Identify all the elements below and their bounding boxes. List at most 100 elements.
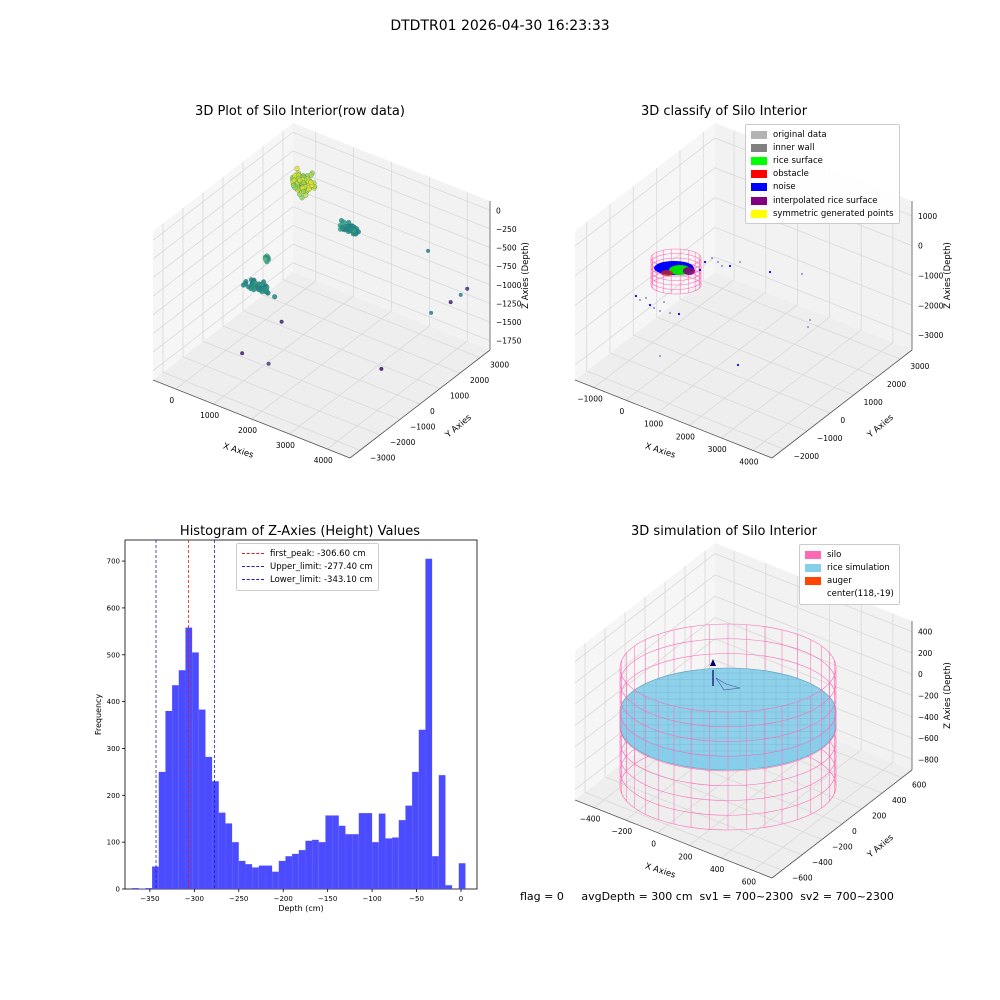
legend-item-rice-surface: rice surface [751, 154, 894, 167]
plot2-ygrid [632, 186, 831, 414]
plot4-xtick-label: −400 [580, 815, 601, 824]
legend-label: rice simulation [827, 562, 890, 573]
plot4-xgrid [720, 600, 862, 859]
legend-swatch [805, 563, 821, 572]
legend-label: original data [773, 129, 827, 140]
histogram-bar [458, 863, 466, 889]
plot2-xgrid [593, 130, 735, 388]
histogram-bar [318, 842, 326, 889]
plot2-xgrid [720, 180, 862, 439]
plot4-zlabel: Z Axies (Depth) [943, 662, 953, 729]
plot1-ztick-label: 0 [496, 206, 501, 215]
plot1-xtick-label: 1000 [200, 411, 219, 420]
plot2-xtick-label: 3000 [708, 445, 727, 454]
raw-point [341, 219, 347, 225]
histogram-ytick-label: 300 [107, 745, 120, 753]
histogram-bar [378, 813, 386, 889]
plot2-xtick-label: 0 [619, 407, 624, 416]
plot2-ygrid [702, 132, 901, 360]
histogram-ytick-label: 400 [107, 698, 120, 706]
plot1-axis-lines [152, 349, 491, 459]
plot2-ygrid [679, 150, 878, 378]
classified-point [736, 363, 740, 367]
histogram-bar [312, 839, 319, 889]
plot1-ytick-label: −3000 [370, 453, 396, 462]
histogram-bar [158, 771, 166, 889]
plot1-zgrid [152, 169, 491, 278]
histogram-bar [212, 781, 219, 889]
histogram-bar [385, 838, 393, 889]
histogram-xtick-label: −250 [229, 895, 248, 903]
plot1-xtick-label: 4000 [314, 456, 333, 465]
plot1-ygrid [182, 207, 381, 436]
legend-item-first-peak: first_peak: -306.60 cm [242, 547, 373, 560]
raw-point [299, 195, 305, 201]
classified-point [806, 325, 810, 329]
plot1-ygrid [202, 192, 401, 420]
histogram-bar [192, 652, 199, 889]
legend-swatch [751, 170, 767, 179]
raw-outlier-point [465, 286, 470, 291]
histogram-bar [272, 871, 279, 889]
histogram-ytick-label: 700 [107, 558, 120, 566]
raw-point [308, 172, 314, 178]
raw-point [291, 177, 297, 183]
legend-swatch [805, 576, 821, 585]
histogram-bar [405, 805, 413, 889]
classified-point [800, 272, 804, 276]
histogram-xtick-label: −50 [409, 895, 424, 903]
histogram-bar [132, 888, 139, 889]
legend-swatch [751, 143, 767, 152]
histogram-bar [145, 888, 153, 889]
plot4-ytick-label: 600 [912, 781, 927, 790]
plot2-zgrid [574, 197, 913, 306]
legend-swatch [751, 130, 767, 139]
plot1-title: 3D Plot of Silo Interior(row data) [195, 104, 405, 119]
histogram-bar [278, 860, 286, 889]
plot2-ytick-label: 1000 [864, 398, 883, 407]
histogram-ytick-label: 500 [107, 651, 120, 659]
plot4-xtick-label: 0 [651, 840, 656, 849]
histogram-bar [425, 558, 433, 889]
histogram-bar [198, 709, 206, 889]
plot4-zgrid [574, 553, 913, 662]
legend-label: silo [827, 549, 842, 560]
plot1-ztick-label: −1000 [496, 281, 522, 290]
raw-point [294, 165, 300, 171]
plot2-xtick-label: −1000 [577, 395, 603, 404]
plot2-zgrid [574, 226, 913, 336]
legend-item-center: center(118,-19) [805, 588, 894, 601]
classified-point [716, 260, 720, 264]
classified-point [658, 354, 662, 358]
legend-item-inner-wall: inner wall [751, 141, 894, 154]
histogram-bar [305, 840, 313, 889]
classified-point [662, 300, 666, 304]
legend-swatch [751, 156, 767, 165]
histogram-ytick-label: 100 [107, 839, 120, 847]
plot2-zgrid [574, 256, 913, 366]
classified-point [698, 268, 702, 272]
plot2-ygrid [609, 204, 808, 432]
plot2-axis-lines [574, 349, 913, 459]
plot1-ztick-label: −1750 [496, 337, 522, 346]
histogram-bar [172, 685, 179, 889]
legend-swatch [805, 550, 821, 559]
plot1-xtick-label: 0 [169, 396, 174, 405]
classified-point [668, 311, 672, 315]
histogram-ylabel: Frequency [94, 694, 103, 736]
plot2-ytick-label: −2000 [794, 452, 820, 461]
plot2-ytick-label: −1000 [817, 434, 843, 443]
histogram-bar [345, 834, 353, 889]
legend-item-interpolated: interpolated rice surface [751, 194, 894, 207]
plot2-ytick-label: 2000 [887, 380, 906, 389]
classified-point [710, 256, 714, 260]
histogram-bar [445, 885, 453, 889]
plot2-ytick-label: 0 [840, 416, 845, 425]
histogram-bar [392, 837, 399, 889]
legend-item-auger: auger [805, 574, 894, 587]
classified-point [808, 318, 812, 322]
center-marker-arrow [710, 659, 716, 666]
plot1-ytick-label: 1000 [450, 392, 469, 401]
plot4-ytick-label: −400 [812, 858, 833, 867]
obstacle-patch [661, 270, 673, 276]
